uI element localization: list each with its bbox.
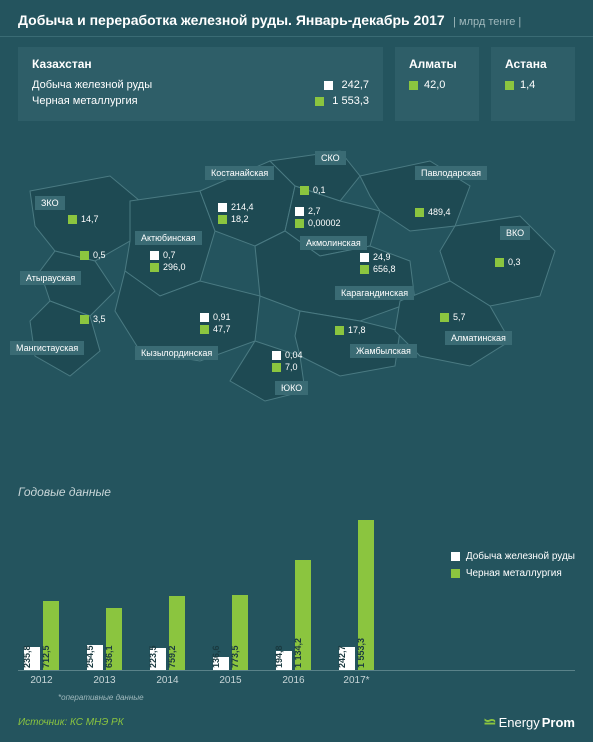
region-label: Жамбылская <box>350 344 417 358</box>
legend-row: Казахстан Добыча железной руды242,7 Черна… <box>0 37 593 121</box>
bar-chart: Добыча железной руды Черная металлургия 2… <box>18 511 575 671</box>
region-label: ВКО <box>500 226 530 240</box>
chart-note: *оперативные данные <box>58 693 575 702</box>
region-label: ЮКО <box>275 381 308 395</box>
chart-legend: Добыча железной руды Черная металлургия <box>451 551 575 585</box>
region-data: 5,7 <box>440 311 466 323</box>
map-area: ЗКО14,7 Атырауская 0,5 Мангистауская 3,5 Актю… <box>0 131 593 431</box>
bar-group: 194,8 1 134,2 2016 <box>276 560 311 670</box>
year-label: 2015 <box>219 675 241 686</box>
region-label: Алматинская <box>445 331 512 345</box>
bar-green: 1 553,3 <box>358 520 374 670</box>
region-label: Атырауская <box>20 271 81 285</box>
bar-white: 136,6 <box>213 657 229 670</box>
chart-title: Годовые данные <box>18 485 575 499</box>
bar-white: 242,7 <box>339 647 355 671</box>
region-data: 3,5 <box>80 313 106 325</box>
legend-line: Добыча железной руды242,7 <box>32 79 369 91</box>
unit-label: | млрд тенге | <box>453 16 521 28</box>
region-label: Кызылординская <box>135 346 218 360</box>
year-label: 2013 <box>93 675 115 686</box>
bar-white: 235,8 <box>24 647 40 670</box>
logo: ⋍ EnergyProm <box>483 712 575 732</box>
legend-main: Казахстан Добыча железной руды242,7 Черна… <box>18 47 383 121</box>
bar-group: 254,5 636,1 2013 <box>87 608 122 670</box>
footer: Источник: КС МНЭ РК ⋍ EnergyProm <box>18 712 575 732</box>
bar-green: 773,5 <box>232 595 248 670</box>
year-label: 2017* <box>343 675 369 686</box>
legend-line: Черная металлургия1 553,3 <box>32 95 369 107</box>
bar-green: 712,5 <box>43 601 59 670</box>
region-data: 0,1 <box>300 184 326 196</box>
bar-group: 223,5 759,2 2014 <box>150 596 185 670</box>
region-label: Акмолинская <box>300 236 367 250</box>
logo-icon: ⋍ <box>483 712 496 732</box>
chart-legend-item: Черная металлургия <box>451 568 575 579</box>
year-label: 2012 <box>30 675 52 686</box>
chart-legend-item: Добыча железной руды <box>451 551 575 562</box>
bar-white: 254,5 <box>87 645 103 670</box>
bar-group: 242,7 1 553,3 2017* <box>339 520 374 670</box>
legend-small-box: Астана1,4 <box>491 47 575 121</box>
bar-group: 235,8 712,5 2012 <box>24 601 59 670</box>
region-label: ЗКО <box>35 196 65 210</box>
source-label: Источник: КС МНЭ РК <box>18 717 124 728</box>
region-label: Павлодарская <box>415 166 487 180</box>
region-data: 214,418,2 <box>218 201 254 225</box>
region-label: Актюбинская <box>135 231 202 245</box>
region-data: 0,7296,0 <box>150 249 186 273</box>
region-label: СКО <box>315 151 346 165</box>
region-data: 0,5 <box>80 249 106 261</box>
region-data: 2,70,00002 <box>295 205 341 229</box>
region-data: 0,9147,7 <box>200 311 231 335</box>
page-title: Добыча и переработка железной руды. Янва… <box>18 12 445 28</box>
region-data: 17,8 <box>335 324 366 336</box>
region-data: 14,7 <box>68 213 99 225</box>
region-label: Карагандинская <box>335 286 414 300</box>
chart-section: Годовые данные Добыча железной руды Черна… <box>18 485 575 702</box>
year-label: 2016 <box>282 675 304 686</box>
header: Добыча и переработка железной руды. Янва… <box>0 0 593 37</box>
bar-white: 223,5 <box>150 648 166 670</box>
bar-group: 136,6 773,5 2015 <box>213 595 248 670</box>
region-data: 489,4 <box>415 206 451 218</box>
region-data: 24,9656,8 <box>360 251 396 275</box>
year-label: 2014 <box>156 675 178 686</box>
bar-green: 759,2 <box>169 596 185 670</box>
region-label: Костанайская <box>205 166 274 180</box>
region-data: 0,3 <box>495 256 521 268</box>
bar-green: 636,1 <box>106 608 122 670</box>
bar-white: 194,8 <box>276 651 292 670</box>
legend-small-box: Алматы42,0 <box>395 47 479 121</box>
region-data: 0,047,0 <box>272 349 303 373</box>
bar-green: 1 134,2 <box>295 560 311 670</box>
legend-main-title: Казахстан <box>32 57 369 71</box>
region-label: Мангистауская <box>10 341 84 355</box>
